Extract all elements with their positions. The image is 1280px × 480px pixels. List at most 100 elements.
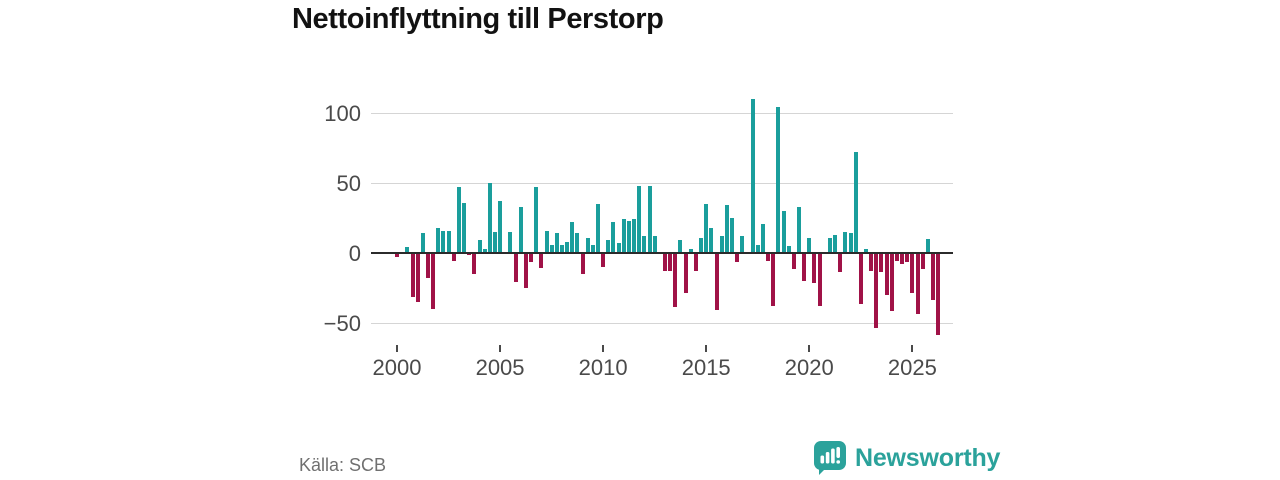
bar-quarter bbox=[668, 254, 673, 271]
bar-quarter bbox=[647, 185, 652, 253]
bar-quarter bbox=[585, 237, 590, 253]
bar-quarter bbox=[580, 254, 585, 274]
bar-quarter bbox=[678, 240, 683, 253]
bar-quarter bbox=[750, 99, 755, 253]
bar-quarter bbox=[482, 248, 487, 253]
newsworthy-logo-icon bbox=[813, 440, 847, 476]
bar-quarter bbox=[621, 219, 626, 253]
x-axis-label-2020: 2020 bbox=[784, 355, 834, 380]
bar-quarter bbox=[529, 254, 533, 263]
bar-quarter bbox=[410, 254, 415, 298]
bar-quarter bbox=[420, 233, 425, 253]
bar-quarter bbox=[611, 222, 616, 253]
y-axis-label: 100 bbox=[324, 101, 361, 126]
bar-quarter bbox=[858, 254, 863, 305]
bar-quarter bbox=[776, 107, 781, 253]
bar-quarter bbox=[436, 227, 441, 253]
bar-quarter bbox=[405, 247, 410, 253]
bar-quarter bbox=[467, 254, 472, 256]
bar-quarter bbox=[719, 236, 724, 253]
bar-quarter bbox=[771, 254, 776, 306]
x-axis-label-2025: 2025 bbox=[887, 355, 937, 380]
bar-quarter bbox=[848, 233, 853, 253]
bar-quarter bbox=[601, 254, 606, 267]
bar-quarter bbox=[606, 240, 611, 253]
bar-quarter bbox=[730, 218, 734, 253]
bar-quarter bbox=[498, 201, 503, 253]
bar-quarter bbox=[523, 254, 528, 288]
page-title: Nettoinflyttning till Perstorp bbox=[292, 3, 664, 35]
bar-quarter bbox=[931, 254, 935, 301]
bar-quarter bbox=[451, 254, 456, 261]
bar-quarter bbox=[889, 254, 894, 312]
x-axis-tick-2000 bbox=[396, 345, 398, 352]
bar-quarter bbox=[817, 254, 822, 306]
x-axis-tick-2010 bbox=[602, 345, 605, 352]
source-note: Källa: SCB bbox=[299, 455, 387, 475]
bar-quarter bbox=[827, 237, 832, 253]
x-axis-tick-2020 bbox=[808, 345, 811, 352]
bar-quarter bbox=[760, 223, 765, 253]
bar-quarter bbox=[781, 211, 786, 253]
bar-quarter bbox=[590, 244, 595, 253]
bar-quarter bbox=[544, 230, 549, 253]
bar-quarter bbox=[797, 206, 801, 253]
bar-quarter bbox=[791, 254, 796, 270]
x-axis-tick-2005 bbox=[499, 345, 502, 352]
bar-quarter bbox=[462, 202, 466, 253]
x-axis-label-2010: 2010 bbox=[578, 355, 628, 380]
x-axis-label-2000: 2000 bbox=[372, 355, 422, 380]
bar-quarter bbox=[688, 248, 693, 253]
bar-quarter bbox=[642, 236, 647, 253]
bar-quarter bbox=[807, 237, 812, 253]
bar-quarter bbox=[900, 254, 904, 264]
bar-quarter bbox=[735, 254, 740, 263]
bar-quarter bbox=[925, 239, 930, 253]
bar-quarter bbox=[549, 244, 554, 253]
bar-quarter bbox=[431, 254, 436, 309]
x-axis-label-2005: 2005 bbox=[475, 355, 525, 380]
gridline-y100 bbox=[371, 113, 953, 114]
bar-quarter bbox=[446, 230, 451, 253]
bar-quarter bbox=[833, 234, 837, 253]
bar-quarter bbox=[843, 232, 848, 253]
bar-quarter bbox=[570, 222, 575, 253]
bar-quarter bbox=[487, 183, 492, 253]
gridline-y50 bbox=[371, 183, 953, 184]
bar-quarter bbox=[714, 254, 719, 310]
bar-quarter bbox=[853, 152, 858, 253]
bar-quarter bbox=[554, 233, 559, 253]
bar-quarter bbox=[492, 232, 497, 253]
bar-quarter bbox=[663, 254, 667, 271]
bar-quarter bbox=[508, 232, 513, 253]
gridline-y-50 bbox=[371, 323, 953, 324]
bar-quarter bbox=[838, 254, 843, 273]
bar-quarter bbox=[518, 206, 523, 253]
bar-quarter bbox=[395, 254, 399, 257]
bar-quarter bbox=[616, 243, 621, 253]
x-axis-label-2015: 2015 bbox=[681, 355, 731, 380]
bar-quarter bbox=[905, 254, 910, 263]
bar-quarter bbox=[894, 254, 899, 261]
bar-quarter bbox=[864, 248, 868, 253]
bar-quarter bbox=[704, 204, 709, 253]
bar-quarter bbox=[869, 254, 874, 271]
bar-quarter bbox=[884, 254, 889, 295]
bar-quarter bbox=[575, 233, 580, 253]
bar-quarter bbox=[456, 187, 461, 253]
bar-quarter bbox=[513, 254, 518, 282]
bar-quarter bbox=[559, 244, 564, 253]
bar-quarter bbox=[699, 237, 704, 253]
bar-quarter bbox=[441, 230, 446, 253]
bar-quarter bbox=[740, 236, 745, 253]
bar-quarter bbox=[425, 254, 430, 278]
y-axis-label: 0 bbox=[348, 241, 361, 266]
bar-quarter bbox=[683, 254, 688, 294]
bar-quarter bbox=[915, 254, 920, 315]
bar-quarter bbox=[812, 254, 817, 284]
zero-axis-line bbox=[371, 252, 953, 254]
bar-quarter bbox=[539, 254, 544, 268]
bar-quarter bbox=[874, 254, 879, 329]
bar-quarter bbox=[472, 254, 477, 274]
